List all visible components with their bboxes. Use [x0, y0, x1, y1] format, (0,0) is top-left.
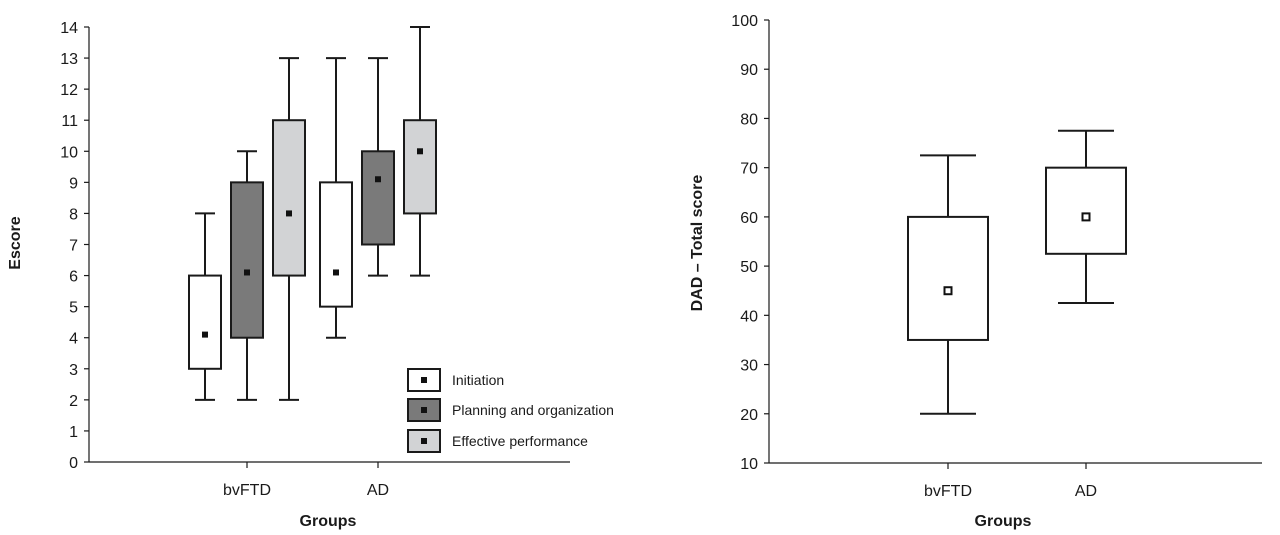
x-axis-title: Groups: [300, 513, 357, 530]
box-dad-ad: [1045, 129, 1127, 305]
y-tick-label: 7: [69, 238, 78, 255]
box-iqr: [361, 150, 395, 246]
y-tick-label: 12: [60, 82, 78, 99]
box-iqr: [1045, 166, 1127, 255]
y-tick-label: 90: [740, 62, 758, 79]
y-tick-label: 80: [740, 111, 758, 128]
median-marker: [333, 269, 339, 276]
median-marker: [244, 269, 250, 276]
box-planning-and-organization-ad: [361, 57, 395, 277]
legend-marker: [421, 407, 427, 413]
x-tick-label-bvftd: bvFTD: [223, 482, 271, 499]
y-tick-label: 4: [69, 331, 78, 348]
x-tick-label-ad: AD: [1075, 483, 1097, 500]
y-tick-label: 11: [61, 113, 78, 130]
box-effective-performance-ad: [403, 26, 437, 277]
legend-item-initiation: Initiation: [407, 368, 504, 392]
box-iqr: [403, 119, 437, 215]
y-axis-title: DAD – Total score: [689, 175, 706, 312]
y-tick-label: 6: [69, 269, 78, 286]
y-tick-label: 40: [740, 308, 758, 325]
y-tick-label: 60: [740, 210, 758, 227]
box-iqr: [272, 119, 306, 277]
y-tick-label: 100: [731, 13, 758, 30]
legend-label: Initiation: [452, 372, 504, 388]
y-tick-label: 20: [740, 407, 758, 424]
y-tick-label: 1: [69, 424, 78, 441]
median-marker: [1081, 212, 1091, 222]
y-tick-label: 70: [740, 161, 758, 178]
y-tick-label: 0: [69, 455, 78, 472]
median-marker: [375, 176, 381, 183]
median-marker: [286, 210, 292, 217]
box-iqr: [319, 181, 353, 308]
legend-item-planning-and-organization: Planning and organization: [407, 398, 614, 422]
y-tick-label: 10: [740, 456, 758, 473]
box-planning-and-organization-bvftd: [230, 150, 264, 401]
y-tick-label: 8: [69, 206, 78, 223]
median-marker: [202, 331, 208, 338]
legend-label: Effective performance: [452, 433, 588, 449]
x-tick-label-ad: AD: [367, 482, 389, 499]
box-effective-performance-bvftd: [272, 57, 306, 401]
y-tick-label: 2: [69, 393, 78, 410]
y-tick-label: 14: [60, 20, 78, 37]
x-tick-label-bvftd: bvFTD: [924, 483, 972, 500]
box-initiation-bvftd: [188, 212, 222, 401]
box-iqr: [907, 215, 989, 341]
x-axis-title: Groups: [975, 513, 1032, 530]
y-tick-label: 5: [69, 300, 78, 317]
y-axis-title: Escore: [7, 216, 24, 269]
y-tick-label: 30: [740, 358, 758, 375]
legend-item-effective-performance: Effective performance: [407, 429, 588, 453]
box-iqr: [230, 181, 264, 339]
y-tick-label: 10: [60, 144, 78, 161]
y-tick-label: 50: [740, 259, 758, 276]
y-tick-label: 9: [69, 175, 78, 192]
box-initiation-ad: [319, 57, 353, 339]
y-tick-label: 13: [60, 51, 78, 68]
median-marker: [943, 286, 953, 296]
legend-marker: [421, 377, 427, 383]
box-dad-bvftd: [907, 154, 989, 415]
median-marker: [417, 148, 423, 155]
legend-label: Planning and organization: [452, 402, 614, 418]
legend-marker: [421, 438, 427, 444]
box-iqr: [188, 274, 222, 370]
y-tick-label: 3: [69, 362, 78, 379]
